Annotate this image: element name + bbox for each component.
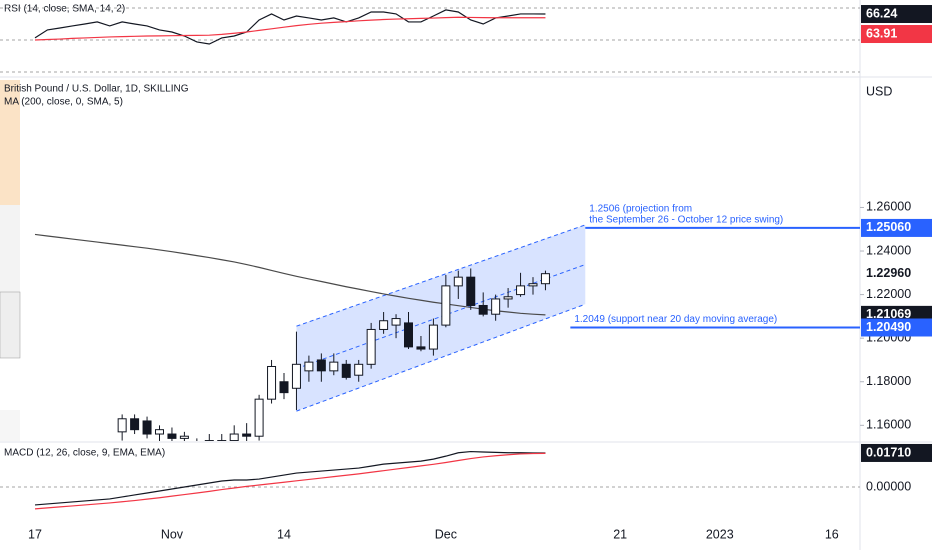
candle-body xyxy=(117,418,127,433)
x-tick-label: 16 xyxy=(825,527,839,541)
candle-body xyxy=(428,324,438,350)
x-tick-label: Nov xyxy=(161,527,184,541)
candle-body xyxy=(503,296,513,300)
level-annotation: 1.2049 (support near 20 day moving avera… xyxy=(574,314,777,325)
price-label: 1.21069 xyxy=(866,307,911,321)
y-tick-label: 1.16000 xyxy=(866,418,911,432)
session-box xyxy=(0,291,21,359)
candle-body xyxy=(329,361,339,372)
candle-body xyxy=(404,322,413,348)
candle-body xyxy=(193,443,201,454)
candle-body xyxy=(142,420,152,435)
candle-body xyxy=(540,273,550,285)
candle-body xyxy=(229,433,239,441)
price-label: 1.22960 xyxy=(866,266,911,280)
candle-body xyxy=(528,283,538,287)
candle-body xyxy=(491,298,501,315)
candle-body xyxy=(441,285,451,326)
candle-body xyxy=(316,359,326,372)
candle-body xyxy=(366,328,376,365)
candle-body xyxy=(416,346,426,350)
channel-fill xyxy=(296,224,586,412)
price-pane xyxy=(34,224,586,454)
candle-body xyxy=(130,418,140,431)
session-box xyxy=(0,205,20,292)
session-box xyxy=(0,80,20,205)
candle-body xyxy=(217,440,227,441)
value-label-bg xyxy=(861,25,932,44)
candle-body xyxy=(379,320,389,330)
y-tick-label: 1.24000 xyxy=(866,243,911,257)
price-label-bg xyxy=(861,264,932,283)
level-annotation: 1.2506 (projection from xyxy=(589,204,692,215)
x-tick-label: Dec xyxy=(435,527,457,541)
channel-mid xyxy=(296,264,586,370)
candle-body xyxy=(466,276,476,306)
candle-body xyxy=(516,285,526,296)
x-tick-label: 21 xyxy=(613,527,627,541)
candle-body xyxy=(391,318,401,326)
ma-line xyxy=(34,233,546,316)
candle-body xyxy=(254,398,264,437)
x-tick-label: 14 xyxy=(277,527,291,541)
x-tick-label: 2023 xyxy=(706,527,734,541)
session-box xyxy=(0,410,20,441)
candle-body xyxy=(267,365,277,400)
value-label-bg xyxy=(861,5,932,24)
currency: USD xyxy=(866,84,892,98)
candle-body xyxy=(304,361,314,372)
macd-line xyxy=(34,452,546,510)
candle-body xyxy=(242,433,252,437)
level-annotation: the September 26 - October 12 price swin… xyxy=(589,215,783,226)
ma-label: MA (200, close, 0, SMA, 5) xyxy=(4,97,123,108)
price-label: 1.20490 xyxy=(866,320,911,334)
value-label: 0.01710 xyxy=(866,445,911,459)
value-label: 63.91 xyxy=(866,26,897,40)
y-tick-label: 0.00000 xyxy=(866,479,911,493)
y-tick-label: 1.26000 xyxy=(866,200,911,214)
candle-body xyxy=(478,304,488,315)
candle-body xyxy=(341,363,351,378)
rsi-line xyxy=(34,16,546,41)
candle-body xyxy=(155,429,164,435)
macd-label: MACD (12, 26, close, 9, EMA, EMA) xyxy=(4,448,165,459)
candle-body xyxy=(179,435,189,439)
candle-body xyxy=(354,363,364,376)
candle-body xyxy=(279,381,289,394)
channel-lower xyxy=(296,303,586,412)
candle-body xyxy=(291,363,301,389)
x-tick-label: 17 xyxy=(28,527,42,541)
candle-body xyxy=(453,276,463,287)
macd-line xyxy=(34,450,546,506)
candle-body xyxy=(204,440,214,441)
price-label-bg xyxy=(861,218,932,237)
value-label: 66.24 xyxy=(866,6,897,20)
y-tick-label: 1.22000 xyxy=(866,287,911,301)
rsi-label: RSI (14, close, SMA, 14, 2) xyxy=(4,4,125,15)
rsi-line xyxy=(34,9,546,45)
price-label-bg xyxy=(861,318,932,337)
channel-upper xyxy=(296,224,586,327)
price-label: 1.25060 xyxy=(866,220,911,234)
chart-title: British Pound / U.S. Dollar, 1D, SKILLIN… xyxy=(4,84,189,95)
y-tick-label: 1.18000 xyxy=(866,374,911,388)
value-label-bg xyxy=(861,443,932,462)
candle-body xyxy=(167,433,177,439)
